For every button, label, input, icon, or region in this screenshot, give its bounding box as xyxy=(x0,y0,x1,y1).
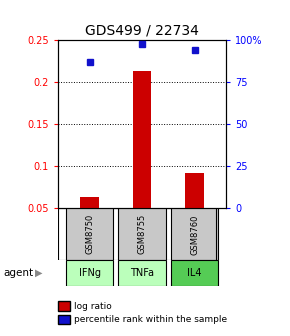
Text: GSM8760: GSM8760 xyxy=(190,214,199,255)
Text: log ratio: log ratio xyxy=(74,302,112,310)
Text: GSM8750: GSM8750 xyxy=(85,214,94,254)
Text: agent: agent xyxy=(3,268,33,278)
Text: ▶: ▶ xyxy=(35,268,43,278)
Text: IL4: IL4 xyxy=(187,268,202,278)
Bar xyxy=(118,260,166,286)
Bar xyxy=(118,208,166,260)
Bar xyxy=(133,72,151,208)
Text: IFNg: IFNg xyxy=(79,268,101,278)
Bar xyxy=(171,208,218,260)
Bar xyxy=(186,173,204,208)
Text: TNFa: TNFa xyxy=(130,268,154,278)
Text: percentile rank within the sample: percentile rank within the sample xyxy=(74,315,227,324)
Title: GDS499 / 22734: GDS499 / 22734 xyxy=(85,24,199,38)
Bar xyxy=(171,260,218,286)
Bar xyxy=(66,260,113,286)
Text: GSM8755: GSM8755 xyxy=(137,214,147,254)
Bar xyxy=(80,198,99,208)
Bar xyxy=(66,208,113,260)
